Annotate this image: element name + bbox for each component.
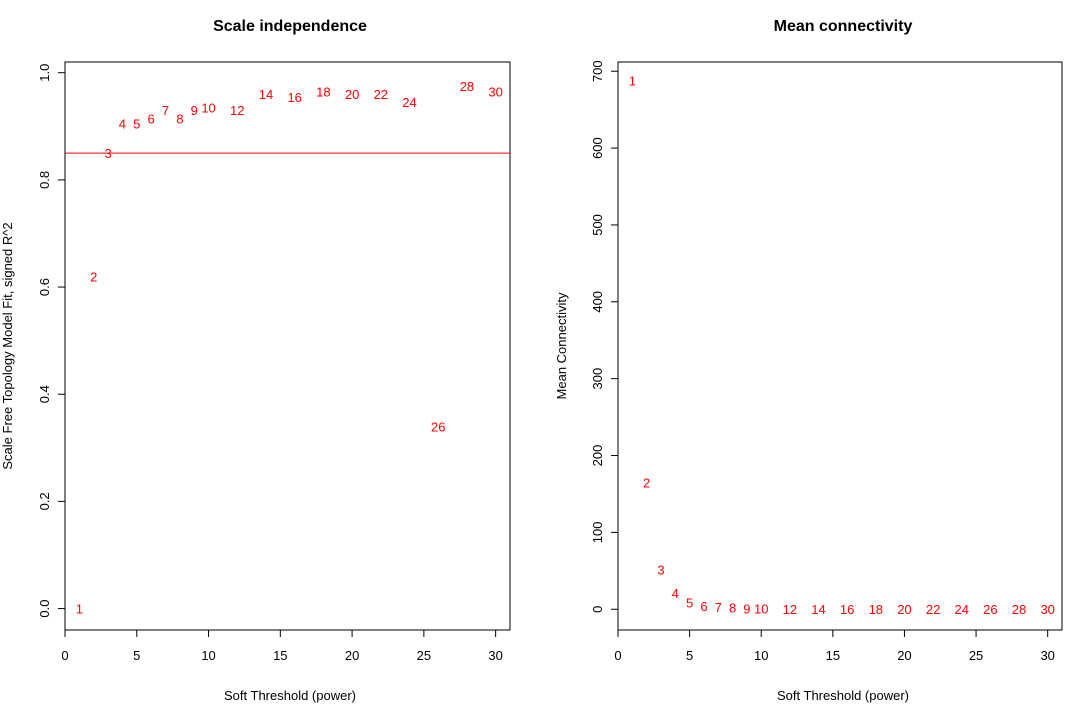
data-point-label: 10 [201,101,215,116]
y-tick-label: 100 [590,522,605,544]
x-axis: 0 5 10 15 20 25 30 [614,629,1055,663]
data-point-label: 28 [1012,602,1026,617]
y-tick-label: 700 [590,60,605,82]
scale-independence-panel: Scale independence 0 5 10 15 20 25 30 0.00.20.… [0,18,511,703]
x-tick-label: 30 [1040,648,1054,663]
data-point-label: 16 [840,602,854,617]
data-point-label: 30 [1040,602,1054,617]
y-tick-label: 0.2 [37,492,52,510]
data-point-label: 22 [926,602,940,617]
y-tick-label: 1.0 [37,64,52,82]
data-point-label: 26 [983,602,997,617]
scale-independence-title: Scale independence [213,18,367,35]
data-point-label: 1 [629,73,636,88]
data-point-label: 22 [374,87,388,102]
data-point-label: 3 [657,562,664,577]
data-point-label: 30 [488,84,502,99]
y-axis-label: Mean Connectivity [554,292,569,399]
y-tick-label: 0.6 [37,278,52,296]
y-tick-label: 200 [590,445,605,467]
data-point-label: 24 [955,602,969,617]
data-point-label: 28 [460,79,474,94]
data-point-label: 14 [811,602,825,617]
y-tick-label: 0.4 [37,385,52,403]
mean-connectivity-panel: Mean connectivity 0 5 10 15 20 25 30 010020030… [554,18,1063,703]
plot-frame [617,61,1063,631]
data-point-label: 4 [119,117,126,132]
data-point-label: 9 [743,601,750,616]
data-point-label: 14 [259,87,273,102]
x-tick-label: 10 [754,648,768,663]
x-axis: 0 5 10 15 20 25 30 [61,629,503,663]
data-point-label: 2 [643,475,650,490]
y-tick-label: 600 [590,137,605,159]
plot-frame [64,61,511,631]
data-point-label: 12 [783,602,797,617]
y-axis-label: Scale Free Topology Model Fit, signed R^… [0,222,15,469]
data-point-label: 2 [90,269,97,284]
x-tick-label: 0 [61,648,68,663]
data-point-label: 3 [104,146,111,161]
x-tick-label: 10 [201,648,215,663]
data-point-label: 10 [754,601,768,616]
y-tick-label: 0.0 [37,600,52,618]
data-point-label: 20 [345,87,359,102]
y-axis: 0.0 0.2 0.4 0.6 0.8 1.0 [37,64,66,618]
data-point-label: 26 [431,419,445,434]
data-point-label: 7 [715,600,722,615]
data-point-label: 20 [897,602,911,617]
data-point-label: 8 [176,111,183,126]
data-point-label: 6 [148,111,155,126]
y-tick-label: 500 [590,214,605,236]
data-point-label: 6 [700,599,707,614]
data-point-label: 4 [672,586,679,601]
x-tick-label: 25 [969,648,983,663]
y-tick-label: 0 [590,606,605,613]
x-axis-label: Soft Threshold (power) [224,688,356,703]
mean-connectivity-title: Mean connectivity [774,18,913,35]
data-point-label: 12 [230,103,244,118]
data-point-label: 18 [869,602,883,617]
data-point-label: 16 [287,90,301,105]
data-point-label: 24 [402,95,416,110]
x-axis-label: Soft Threshold (power) [777,688,909,703]
x-tick-label: 15 [273,648,287,663]
y-tick-label: 300 [590,368,605,390]
data-point-label: 5 [133,117,140,132]
x-tick-label: 30 [488,648,502,663]
y-tick-label: 0.8 [37,171,52,189]
x-tick-label: 25 [417,648,431,663]
data-point-label: 8 [729,601,736,616]
data-point-label: 5 [686,595,693,610]
y-tick-label: 400 [590,291,605,313]
data-point-label: 9 [191,103,198,118]
y-axis: 0 100 200 300 400 500 600 700 [590,60,619,613]
x-tick-label: 20 [345,648,359,663]
x-tick-label: 0 [614,648,621,663]
x-tick-label: 5 [133,648,140,663]
data-point-label: 18 [316,84,330,99]
x-tick-label: 15 [826,648,840,663]
x-tick-label: 20 [897,648,911,663]
x-tick-label: 5 [686,648,693,663]
data-point-label: 7 [162,103,169,118]
data-point-label: 1 [76,602,83,617]
